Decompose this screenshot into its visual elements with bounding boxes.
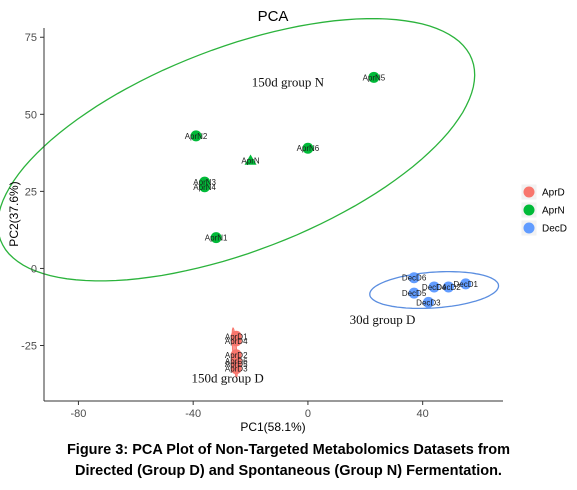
legend-key-aprd — [523, 186, 535, 198]
legend-label-aprn: AprN — [542, 206, 565, 217]
point-label-decd6: DecD6 — [402, 274, 427, 283]
x-tick-label: 40 — [417, 408, 429, 420]
ellipse-decd — [369, 270, 500, 310]
point-label-aprd5: AprD5 — [225, 360, 248, 369]
y-tick-label: 0 — [31, 263, 37, 275]
y-tick-label: -25 — [21, 341, 37, 353]
point-label-aprn: AprN — [241, 157, 259, 166]
point-aprn6 — [302, 142, 314, 154]
point-decd2 — [442, 281, 454, 293]
annotations-layer: 150d group N 30d group D 150d group D — [191, 75, 415, 386]
caption-line-1: Figure 3: PCA Plot of Non-Targeted Metab… — [66, 442, 511, 458]
point-aprn2 — [190, 130, 202, 142]
legend-label-decd: DecD — [542, 224, 567, 235]
point-label-decd1: DecD1 — [453, 280, 478, 289]
point-decd1 — [460, 278, 472, 290]
legend-key-decd — [523, 222, 535, 234]
legend: AprD AprN DecD — [517, 181, 573, 243]
group-annotation-3: 150d group D — [191, 371, 263, 386]
legend-label-aprd: AprD — [542, 188, 565, 199]
y-tick-label: 50 — [25, 109, 37, 121]
ticks-layer: -80 -40 0 40 75 50 25 0 -25 — [21, 28, 503, 420]
point-decd3 — [422, 296, 434, 308]
caption-line-2: Directed (Group D) and Spontaneous (Grou… — [75, 463, 502, 479]
points-layer — [190, 71, 472, 375]
point-decd4 — [428, 281, 440, 293]
point-aprn5 — [368, 71, 380, 83]
figure-caption: Figure 3: PCA Plot of Non-Targeted Metab… — [0, 440, 577, 482]
point-aprn4 — [199, 181, 211, 193]
x-tick-label: -80 — [70, 408, 86, 420]
x-axis-title: PC1(58.1%) — [240, 420, 305, 434]
point-aprd3 — [230, 363, 242, 375]
legend-key-aprn — [523, 204, 535, 216]
point-decd5 — [408, 287, 420, 299]
x-tick-label: -40 — [185, 408, 201, 420]
point-label-aprn5: AprN5 — [363, 73, 386, 82]
plot-panel — [44, 28, 503, 401]
point-label-aprd4: AprD4 — [225, 337, 248, 346]
y-tick-label: 75 — [25, 32, 37, 44]
point-aprd4 — [230, 335, 242, 347]
point-label-aprd3: AprD3 — [225, 365, 248, 374]
point-aprn1 — [210, 232, 222, 244]
point-decd6 — [408, 272, 420, 284]
chart-title: PCA — [258, 8, 289, 25]
point-label-aprd1: AprD1 — [225, 332, 248, 341]
point-label-aprd6: AprD6 — [225, 357, 248, 366]
point-label-decd3: DecD3 — [416, 298, 441, 307]
point-label-decd5: DecD5 — [402, 289, 427, 298]
point-label-decd4: DecD4 — [422, 283, 447, 292]
point-label-aprn6: AprN6 — [297, 144, 320, 153]
point-label-aprn4: AprN4 — [193, 183, 216, 192]
point-label-aprn1: AprN1 — [205, 234, 228, 243]
group-annotation-1: 150d group N — [252, 75, 325, 90]
y-tick-label: 25 — [25, 186, 37, 198]
x-tick-label: 0 — [305, 408, 311, 420]
pca-chart: AprD1AprD4AprD2AprD6AprD5AprD3AprN5AprN2… — [0, 8, 573, 434]
point-label-aprd2: AprD2 — [225, 351, 248, 360]
group-annotation-2: 30d group D — [350, 312, 416, 327]
point-label-aprn2: AprN2 — [185, 132, 208, 141]
point-label-decd2: DecD2 — [436, 283, 461, 292]
y-axis-title: PC2(37.6%) — [7, 181, 21, 246]
point-label-aprn3: AprN3 — [193, 178, 216, 187]
ellipse-aprn — [0, 17, 476, 282]
point-aprn — [244, 154, 257, 165]
